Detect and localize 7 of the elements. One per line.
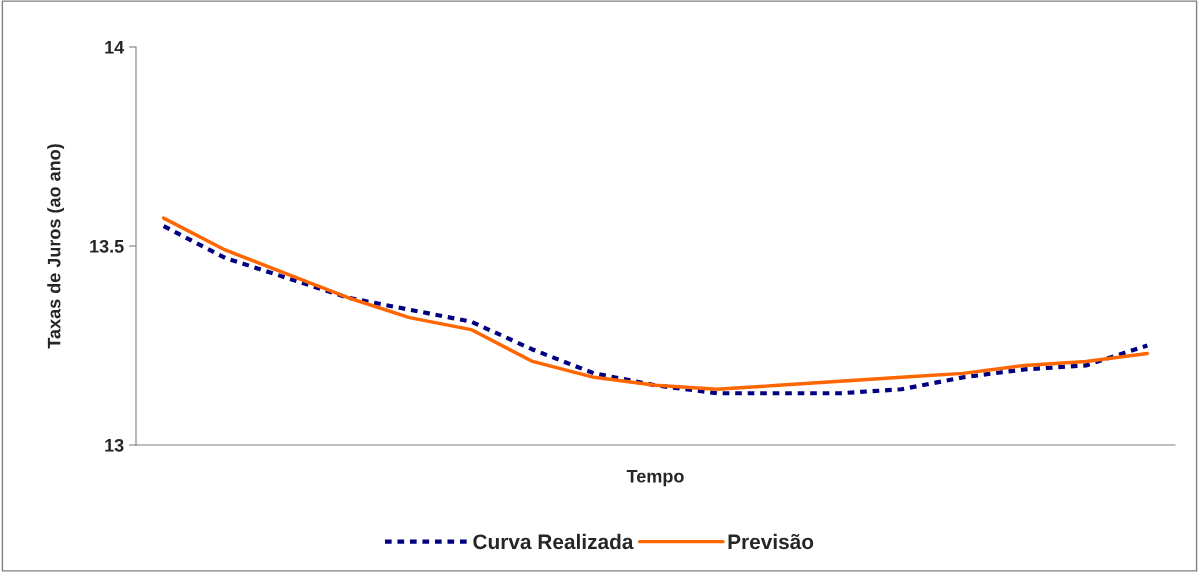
legend-label: Curva Realizada xyxy=(473,533,634,550)
y-tick-label: 13.5 xyxy=(90,239,124,253)
y-tick-label: 14 xyxy=(105,41,125,54)
y-tick-label: 13 xyxy=(105,438,124,452)
legend-label: Previsão xyxy=(728,533,814,550)
x-axis-title: Tempo xyxy=(626,469,684,487)
y-axis-title: Taxas de Juros (ao ano) xyxy=(47,144,65,349)
